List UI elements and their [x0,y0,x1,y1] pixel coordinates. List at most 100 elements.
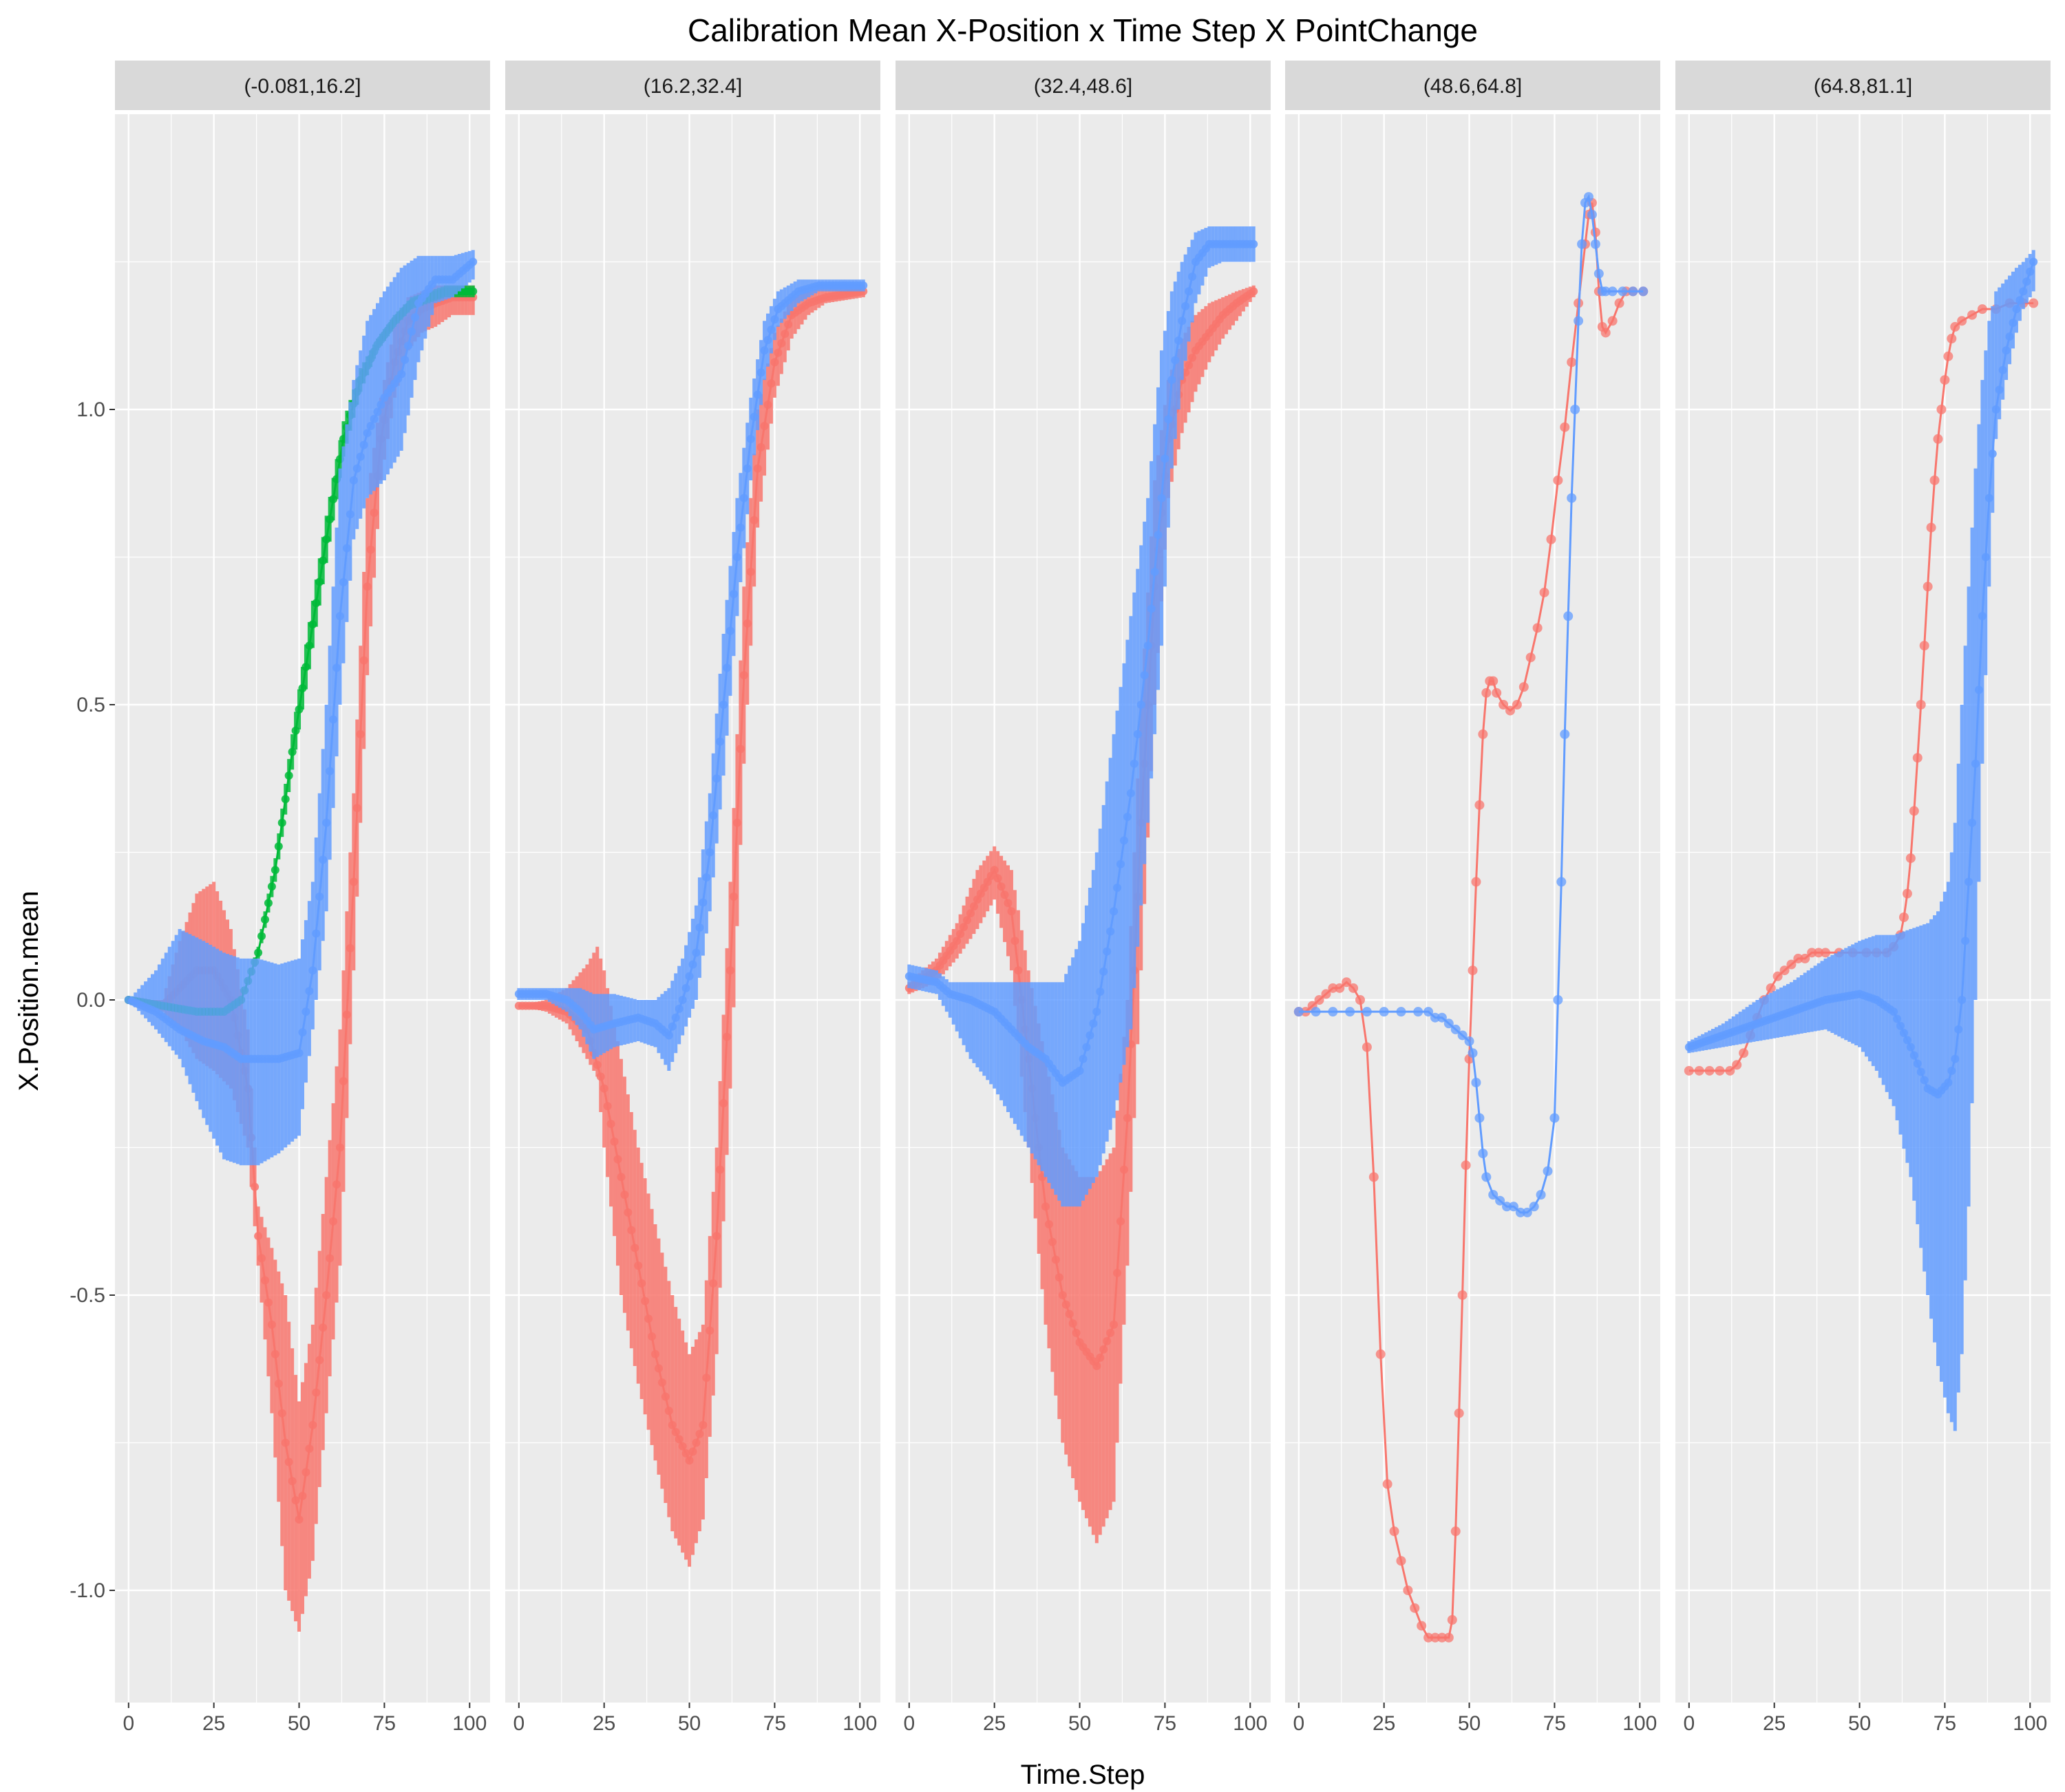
facet-panel: (32.4,48.6] 0 25 50 75 100 [896,61,1271,1735]
data-point [1389,1526,1399,1537]
y-tick-label: -0.5 [70,1284,105,1307]
data-point [271,1350,279,1358]
data-point [671,1013,680,1022]
data-point [1766,983,1776,993]
data-point [251,1182,260,1191]
x-tick-label: 75 [373,1712,396,1735]
data-point [298,1028,307,1037]
data-point [723,1032,732,1041]
facet-strip [115,61,490,110]
data-point [770,358,779,367]
data-point [264,899,273,908]
data-point [1546,534,1556,544]
data-point [1464,1036,1474,1047]
data-point [1335,983,1345,993]
x-tick-label: 100 [2013,1712,2047,1735]
data-point [617,1173,626,1182]
x-tick-label: 0 [1293,1712,1304,1735]
data-point [1072,1328,1081,1337]
data-point [1089,1019,1098,1028]
facet-panel: (48.6,64.8] 0 25 50 75 100 [1285,61,1660,1735]
data-point [668,1022,677,1031]
data-point [1437,1012,1447,1023]
data-point [1481,687,1492,698]
x-tick-label: 0 [1683,1712,1695,1735]
data-point [1600,286,1611,297]
data-point [1574,316,1584,326]
data-point [366,545,375,554]
data-point [1563,611,1574,621]
data-point [716,1165,725,1174]
data-point [312,1388,321,1397]
data-point [1345,1007,1355,1017]
x-tick-label: 100 [843,1712,877,1735]
data-point [702,1374,711,1383]
facet-strip [1285,61,1660,110]
data-point [2029,257,2038,266]
data-point [1181,301,1190,310]
data-point [2009,319,2018,328]
data-point [1075,1066,1084,1075]
data-point [295,1515,304,1524]
data-point [349,476,358,484]
data-point [370,414,379,423]
data-point [1161,454,1169,463]
data-point [760,422,769,431]
data-point [1457,1290,1468,1300]
data-point [1951,1054,1960,1063]
data-point [1051,1255,1060,1264]
data-point [1958,995,1967,1004]
data-point [1481,1172,1492,1182]
data-point [373,407,382,416]
data-point [726,966,734,975]
data-point [620,1191,629,1199]
x-axis-title: Time.Step [1021,1760,1145,1790]
data-point [1058,1290,1067,1299]
data-point [1423,1632,1434,1643]
data-point [2029,298,2039,308]
x-tick-label: 50 [1458,1712,1481,1735]
data-point [1068,1319,1077,1328]
data-point [342,544,351,553]
data-point [692,1438,701,1447]
x-tick-label: 25 [202,1712,225,1735]
data-point [1437,1632,1447,1643]
data-point [298,683,307,692]
data-point [1041,1202,1050,1211]
data-point [688,1447,697,1456]
data-point [729,892,738,901]
data-point [284,771,293,780]
data-point [301,663,310,672]
data-point [298,1491,307,1500]
data-point [1396,1007,1406,1017]
data-point [261,1276,269,1285]
data-point [261,915,269,924]
data-point [678,1442,687,1451]
series-blue [514,279,868,1071]
chart-title: Calibration Mean X-Position x Time Step … [688,12,1478,48]
data-point [322,1290,331,1299]
data-point [1471,1078,1481,1088]
data-point [960,923,968,932]
facet-strip-label: (16.2,32.4] [644,75,742,98]
data-point [692,948,701,957]
data-point [664,1407,673,1416]
data-point [1171,356,1180,365]
data-point [1577,239,1587,249]
data-point [610,1137,619,1146]
data-point [706,1326,714,1335]
data-point [774,348,783,357]
data-point [469,257,478,266]
data-point [1014,966,1023,975]
data-point [1403,1585,1413,1595]
x-tick-label: 50 [678,1712,701,1735]
data-point [1628,286,1638,297]
data-point [1065,1310,1074,1319]
data-point [1920,1076,1929,1085]
data-point [681,983,690,992]
data-point [469,287,478,296]
data-point [777,339,786,348]
data-point [1943,351,1953,361]
data-point [1130,759,1139,768]
